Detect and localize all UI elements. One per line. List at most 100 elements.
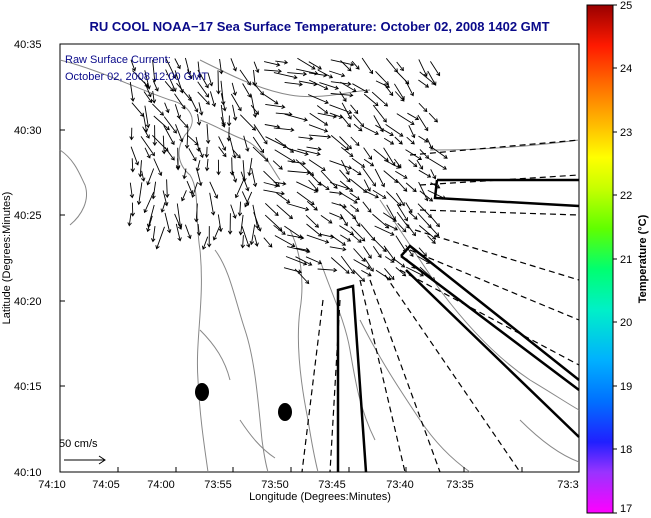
current-vector: [249, 224, 256, 246]
colorbar-tick-label: 22: [620, 190, 632, 202]
current-vector: [350, 204, 360, 212]
current-vector: [305, 214, 319, 228]
current-vector: [427, 223, 440, 237]
current-vector: [129, 182, 135, 199]
current-vector: [209, 181, 219, 199]
current-vector: [372, 213, 390, 229]
current-vector: [127, 213, 132, 227]
current-vector: [340, 114, 351, 128]
current-vector: [330, 81, 352, 87]
current-vector: [146, 215, 153, 233]
y-tick-label: 40:30: [14, 125, 42, 137]
current-vector: [251, 168, 258, 188]
current-vector: [340, 213, 348, 227]
current-vector: [351, 214, 361, 227]
current-vector: [164, 212, 172, 234]
current-vector: [427, 235, 436, 244]
current-vector: [264, 68, 282, 74]
current-vector: [363, 147, 373, 160]
current-vector: [382, 212, 397, 222]
current-vector: [143, 91, 153, 104]
current-vector: [238, 214, 244, 236]
current-vector: [196, 114, 202, 126]
current-vector: [294, 268, 310, 285]
y-tick-label: 40:35: [14, 39, 42, 51]
current-vector: [142, 126, 150, 139]
current-vector: [317, 112, 338, 119]
current-vector: [130, 146, 140, 166]
current-vector: [231, 82, 237, 96]
current-vector: [408, 125, 416, 139]
current-vector: [140, 170, 146, 182]
current-vector: [265, 103, 286, 110]
current-vector: [198, 147, 204, 159]
current-vector: [383, 137, 395, 145]
current-vector: [164, 102, 170, 114]
current-vector: [287, 147, 309, 156]
current-vector: [284, 113, 308, 122]
current-vector: [363, 246, 372, 259]
current-vector: [201, 236, 209, 250]
current-vector: [405, 244, 414, 257]
current-vector: [263, 189, 285, 196]
current-vector: [164, 179, 170, 199]
current-vector: [151, 90, 157, 104]
current-vector: [152, 103, 165, 116]
current-vector: [250, 94, 258, 118]
current-vector: [285, 256, 308, 266]
current-vector: [143, 191, 155, 214]
current-vector: [405, 266, 424, 277]
current-vector: [160, 201, 166, 213]
colorbar-ticks: [613, 4, 617, 514]
current-vector: [264, 202, 279, 217]
current-vector: [320, 215, 333, 224]
current-vector: [182, 168, 187, 180]
current-vector: [130, 59, 137, 72]
current-vector: [306, 146, 322, 152]
current-vector: [164, 81, 174, 92]
current-vector: [362, 201, 372, 213]
current-vector: [316, 105, 329, 114]
current-vector: [340, 255, 355, 275]
current-vector: [329, 246, 347, 252]
current-vector: [396, 113, 415, 125]
current-vector: [396, 61, 404, 72]
current-vector: [363, 93, 379, 107]
current-vector: [353, 248, 366, 262]
current-vector: [375, 269, 392, 281]
colorbar-tick-label: 18: [620, 444, 632, 456]
current-vector: [239, 69, 251, 86]
colorbar-tick-label: 20: [620, 317, 632, 329]
current-vector: [408, 159, 418, 168]
current-vector: [406, 258, 416, 269]
current-vector: [232, 148, 241, 159]
current-vector: [418, 225, 437, 240]
current-vector: [394, 136, 403, 145]
current-vector: [198, 102, 204, 116]
current-vector: [329, 104, 353, 115]
current-vector: [363, 158, 375, 167]
current-vector: [181, 190, 187, 202]
current-vector: [234, 179, 245, 199]
current-vector: [371, 91, 389, 107]
current-vector: [263, 237, 273, 248]
current-vector: [408, 211, 418, 220]
current-vector: [287, 160, 307, 166]
colorbar-label: Temperature (°C): [637, 214, 649, 303]
current-vector: [253, 124, 268, 145]
x-tick-labels: 74:10 74:05 74:00 73:55 73:50 73:45 73:4…: [38, 479, 578, 491]
current-vector: [253, 212, 262, 232]
colorbar-tick-label: 19: [620, 381, 632, 393]
current-vector: [350, 104, 359, 115]
current-vector: [308, 134, 332, 139]
current-vector: [428, 112, 438, 123]
current-vector: [252, 81, 264, 96]
current-vector: [419, 149, 430, 159]
current-vector: [383, 83, 394, 97]
current-vector: [374, 225, 395, 236]
current-vector: [252, 136, 265, 154]
current-vector: [207, 72, 214, 87]
current-vector: [242, 83, 252, 98]
current-vector: [339, 91, 347, 103]
current-vector: [305, 256, 323, 265]
